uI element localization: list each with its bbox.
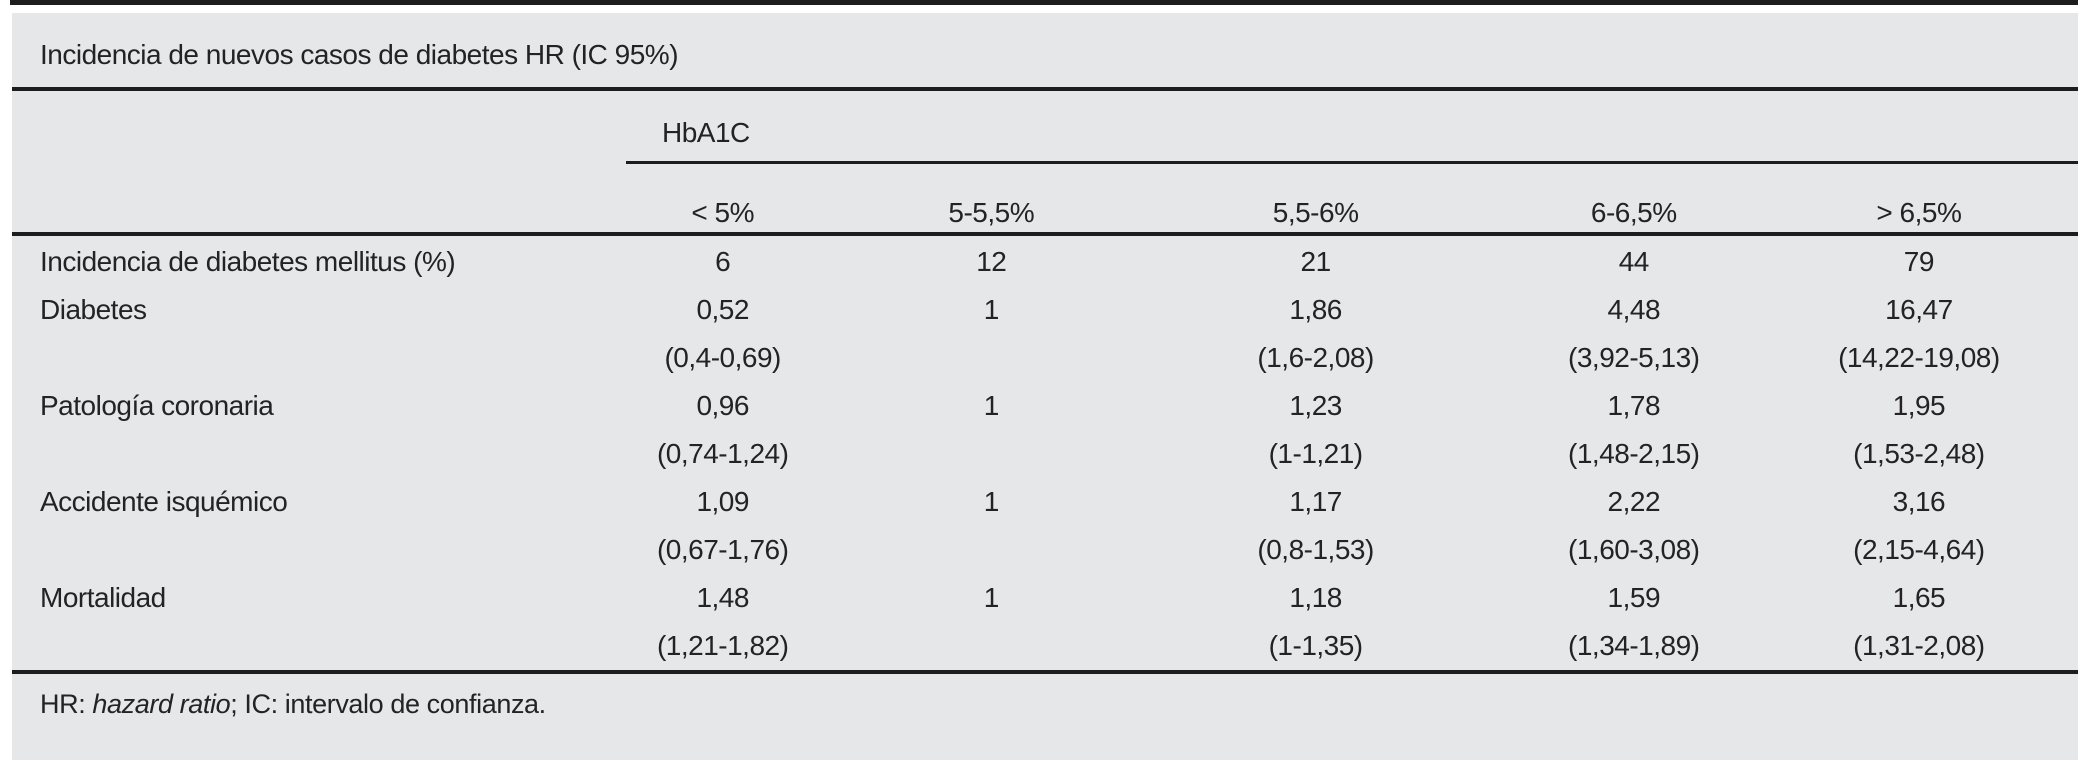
row-label: Patología coronaria	[40, 390, 274, 421]
cell-ci: (1,48-2,15)	[1568, 438, 1700, 469]
row-label: Accidente isquémico	[40, 486, 288, 517]
cell-hr: 4,48	[1607, 294, 1661, 325]
cell-ci: (0,67-1,76)	[656, 534, 789, 565]
footnote-prefix: HR:	[40, 689, 93, 719]
table-row-diabetes: Diabetes 0,52 (0,4-0,69) 1 1,86 (1,6-2,0…	[12, 286, 2078, 382]
cell-hr: 2,22	[1607, 486, 1661, 517]
cell-hr: 1	[983, 390, 1000, 421]
cell-hr: 1,59	[1607, 582, 1661, 613]
cell-hr: 0,52	[696, 294, 749, 325]
column-header: 5-5,5%	[948, 197, 1035, 228]
cell-ci: (1-1,21)	[1268, 438, 1364, 469]
cell-hr: 0,96	[696, 390, 749, 421]
cell-hr: 1,09	[696, 486, 749, 517]
cell-ci: (1,53-2,48)	[1853, 438, 1985, 469]
cell-hr: 1,95	[1892, 390, 1946, 421]
table-row-patologia-coronaria: Patología coronaria 0,96 (0,74-1,24) 1 1…	[12, 382, 2078, 478]
cell-hr: 1,23	[1289, 390, 1342, 421]
cell-hr: 16,47	[1885, 294, 1953, 325]
table-panel: Incidencia de nuevos casos de diabetes H…	[12, 13, 2078, 760]
table-top-rule	[10, 0, 2078, 5]
cell-ci	[859, 334, 1123, 382]
cell-value: 12	[976, 246, 1007, 277]
cell-ci: (0,8-1,53)	[1257, 534, 1374, 565]
cell-hr: 1	[983, 486, 1000, 517]
footnote-suffix: ; IC: intervalo de confianza.	[230, 689, 546, 719]
cell-hr: 1,65	[1892, 582, 1946, 613]
cell-ci: (14,22-19,08)	[1838, 342, 2000, 373]
cell-ci: (1,6-2,08)	[1257, 342, 1374, 373]
column-group-underline	[626, 161, 2078, 164]
cell-hr: 1	[983, 582, 1000, 613]
cell-ci: (3,92-5,13)	[1568, 342, 1700, 373]
table-title: Incidencia de nuevos casos de diabetes H…	[40, 39, 679, 70]
cell-hr: 3,16	[1892, 486, 1946, 517]
cell-value: 6	[715, 246, 731, 277]
column-header-empty	[12, 189, 586, 237]
column-header: > 6,5%	[1876, 197, 1962, 228]
cell-ci: (1,21-1,82)	[656, 630, 789, 661]
cell-ci	[859, 622, 1123, 670]
column-header-row: < 5% 5-5,5% 5,5-6% 6-6,5% > 6,5%	[12, 189, 2078, 237]
table-footnote: HR: hazard ratio; IC: intervalo de confi…	[40, 689, 546, 720]
rule-below-title	[12, 87, 2078, 91]
rule-above-footnote	[12, 670, 2078, 674]
cell-ci	[859, 430, 1123, 478]
row-label: Diabetes	[40, 294, 147, 325]
row-label: Incidencia de diabetes mellitus (%)	[40, 246, 456, 277]
cell-ci: (1,34-1,89)	[1568, 630, 1700, 661]
cell-ci: (0,74-1,24)	[656, 438, 789, 469]
column-group-header: HbA1C	[662, 117, 750, 148]
cell-ci: (2,15-4,64)	[1853, 534, 1985, 565]
cell-hr: 1,86	[1289, 294, 1342, 325]
cell-hr: 1,17	[1289, 486, 1342, 517]
cell-hr: 1,48	[696, 582, 749, 613]
rule-below-column-headers	[12, 232, 2078, 236]
column-header: 5,5-6%	[1272, 197, 1359, 228]
cell-ci: (0,4-0,69)	[664, 342, 781, 373]
cell-hr: 1,78	[1607, 390, 1661, 421]
cell-hr: 1,18	[1289, 582, 1342, 613]
table-body: Incidencia de diabetes mellitus (%) 6 12…	[12, 238, 2078, 670]
cell-ci: (1,60-3,08)	[1568, 534, 1700, 565]
cell-value: 21	[1300, 246, 1332, 277]
column-header: 6-6,5%	[1590, 197, 1677, 228]
cell-hr: 1	[983, 294, 1000, 325]
column-header: < 5%	[691, 197, 754, 228]
table-row-incidencia: Incidencia de diabetes mellitus (%) 6 12…	[12, 238, 2078, 286]
cell-ci: (1,31-2,08)	[1853, 630, 1985, 661]
cell-value: 44	[1618, 246, 1650, 277]
cell-value: 79	[1903, 246, 1935, 277]
table-row-mortalidad: Mortalidad 1,48 (1,21-1,82) 1 1,18 (1-1,…	[12, 574, 2078, 670]
cell-ci	[859, 526, 1123, 574]
row-label: Mortalidad	[40, 582, 166, 613]
footnote-italic-term: hazard ratio	[92, 689, 231, 719]
cell-ci: (1-1,35)	[1268, 630, 1364, 661]
table-row-accidente-isquemico: Accidente isquémico 1,09 (0,67-1,76) 1 1…	[12, 478, 2078, 574]
